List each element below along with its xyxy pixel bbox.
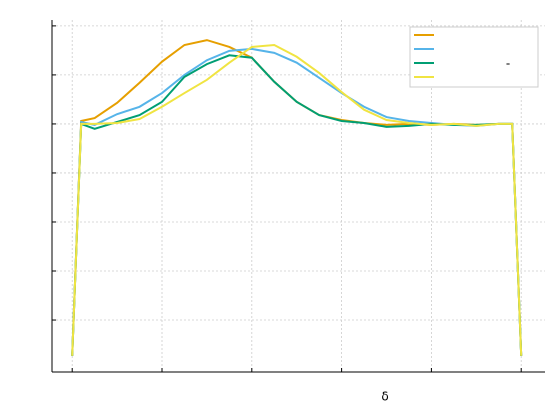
- series-line: [71, 47, 523, 356]
- legend-annotation: -: [506, 57, 510, 71]
- series-line: [71, 43, 523, 356]
- x-axis-label: δ: [381, 390, 388, 404]
- series-line: [71, 54, 523, 356]
